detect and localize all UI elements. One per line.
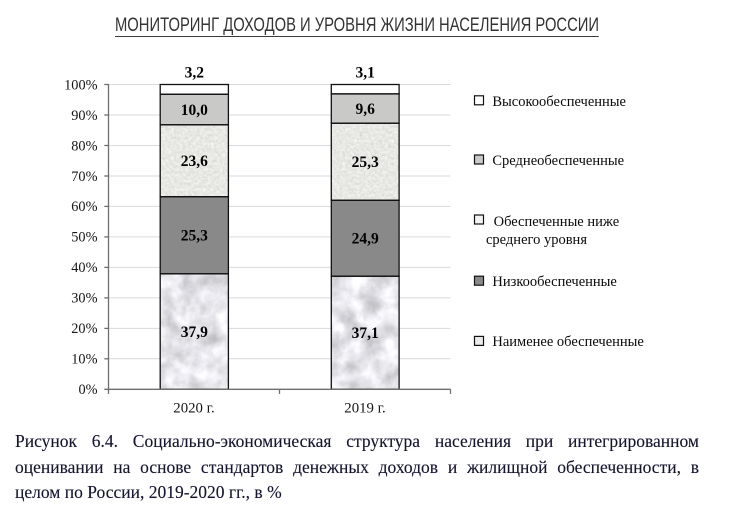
svg-text:0%: 0% (78, 382, 97, 398)
svg-text:37,1: 37,1 (352, 325, 379, 342)
svg-text:23,6: 23,6 (181, 153, 208, 170)
svg-text:Высокообеспеченные: Высокообеспеченные (492, 94, 626, 110)
svg-text:10,0: 10,0 (181, 102, 208, 119)
svg-text:25,3: 25,3 (181, 228, 208, 245)
svg-text:Среднеобеспеченные: Среднеобеспеченные (492, 153, 624, 169)
svg-text:30%: 30% (71, 291, 97, 307)
svg-text:40%: 40% (71, 260, 97, 276)
svg-text:10%: 10% (71, 352, 97, 368)
svg-text:24,9: 24,9 (352, 231, 379, 248)
svg-text:9,6: 9,6 (356, 101, 376, 118)
svg-text:3,2: 3,2 (185, 64, 205, 81)
svg-text:20%: 20% (71, 321, 97, 337)
svg-text:25,3: 25,3 (352, 154, 379, 171)
svg-text:Обеспеченные ниже: Обеспеченные ниже (494, 214, 620, 230)
svg-text:Наименее обеспеченные: Наименее обеспеченные (492, 334, 643, 350)
svg-text:37,9: 37,9 (181, 324, 208, 341)
svg-text:100%: 100% (64, 77, 97, 93)
svg-text:90%: 90% (71, 108, 97, 124)
svg-text:50%: 50% (71, 230, 97, 246)
svg-text:80%: 80% (71, 138, 97, 154)
svg-text:Низкообеспеченные: Низкообеспеченные (492, 274, 616, 290)
svg-text:70%: 70% (71, 169, 97, 185)
svg-text:3,1: 3,1 (356, 64, 375, 81)
svg-text:2020 г.: 2020 г. (173, 400, 214, 416)
svg-text:2019 г.: 2019 г. (344, 400, 385, 416)
svg-text:60%: 60% (71, 199, 97, 215)
svg-text:среднего уровня: среднего уровня (486, 232, 587, 248)
